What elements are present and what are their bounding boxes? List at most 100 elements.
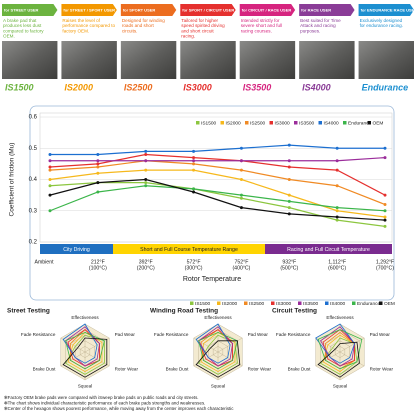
x-tick-sublabel: (400°C) <box>232 265 250 271</box>
product-label: Endurance <box>362 82 409 92</box>
plot-area <box>39 112 393 243</box>
radar-axis-label: Squeal <box>211 383 225 388</box>
data-point <box>383 156 387 160</box>
data-point <box>48 165 52 169</box>
banner-text: for ENDURANCE RACE USER <box>361 8 416 13</box>
legend-swatch <box>318 121 322 125</box>
data-point <box>48 193 52 197</box>
data-point <box>383 193 387 197</box>
data-point <box>144 149 148 153</box>
legend-swatch <box>217 301 221 305</box>
data-point <box>287 193 291 197</box>
footnote: ✻The chart shows individual characterist… <box>4 401 205 406</box>
radar-axis-label: Pad Wear <box>115 332 136 337</box>
data-point <box>239 168 243 172</box>
banner-arrow <box>358 4 414 16</box>
data-point <box>96 162 100 166</box>
product-label: IS3500 <box>243 82 272 92</box>
data-point <box>287 159 291 163</box>
data-point <box>192 168 196 172</box>
data-point <box>144 159 148 163</box>
legend-swatch <box>220 121 224 125</box>
data-point <box>48 159 52 163</box>
banner-text: for SPORT USER <box>123 8 156 13</box>
x-tick-sublabel: (500°C) <box>280 265 298 271</box>
radar-title: Circuit Testing <box>272 308 317 315</box>
data-point <box>48 184 52 188</box>
radar-axis-label: Squeal <box>333 383 347 388</box>
x-tick-sublabel: (200°C) <box>137 265 155 271</box>
data-point <box>192 159 196 163</box>
legend-swatch <box>190 301 194 305</box>
radar-series <box>67 331 103 373</box>
banner-arrow <box>299 4 355 16</box>
band-label: Racing and Full Circuit Temperature <box>287 247 370 253</box>
data-point <box>287 206 291 210</box>
data-point <box>96 181 100 185</box>
series-line <box>49 178 386 221</box>
data-point <box>192 156 196 160</box>
brake-pad-photo <box>358 41 414 79</box>
data-point <box>144 153 148 156</box>
series-line <box>50 157 386 162</box>
data-point <box>335 159 339 163</box>
y-tick-label: 0.6 <box>29 115 38 121</box>
radar-axis <box>193 337 219 353</box>
data-point <box>239 196 243 200</box>
series-line <box>49 160 386 206</box>
data-point <box>96 165 100 169</box>
product-label: IS3000 <box>183 82 212 92</box>
data-point <box>335 184 339 188</box>
series-line <box>49 169 386 218</box>
x-tick-label: 572°F <box>187 259 201 265</box>
footnote: ✻Factory OEM brake pads were compared wi… <box>4 395 199 400</box>
banner-text: for RACE USER <box>301 8 331 13</box>
legend-label: IS3500 <box>299 120 315 126</box>
banner-arrow <box>180 4 236 16</box>
data-point <box>239 159 243 163</box>
radar-axis-label: Rotor Wear <box>370 366 394 371</box>
product-label: IS1500 <box>5 82 34 92</box>
banner-arrow <box>120 4 177 16</box>
product-description: Designed for winding roads and short circu… <box>122 18 165 33</box>
x-tick-label: 752°F <box>234 259 248 265</box>
product-label: IS2000 <box>64 82 93 92</box>
data-point <box>335 209 339 213</box>
y-tick-label: 0.2 <box>29 240 38 246</box>
data-point <box>96 153 100 156</box>
x-tick-label: 392°F <box>139 259 153 265</box>
legend-swatch <box>352 301 356 305</box>
radar-axis-label: Brake Dust <box>33 366 56 371</box>
brake-pad-photo <box>239 41 296 79</box>
series-line <box>49 153 386 196</box>
banner-text: for SPORT / CIRCUIT USER <box>182 8 234 13</box>
series-line <box>50 144 385 156</box>
radar-axis-label: Pad Wear <box>248 332 269 337</box>
legend-swatch <box>379 301 383 305</box>
data-point <box>144 178 148 181</box>
radar-axis-label: Rotor Wear <box>248 366 272 371</box>
x-tick-label: Ambient <box>34 259 54 265</box>
product-description: A brake pad that produces less dust compar… <box>3 18 44 39</box>
legend-swatch <box>367 121 371 125</box>
legend-swatch <box>325 301 329 305</box>
product-label: IS4000 <box>302 82 331 92</box>
temperature-band <box>40 244 113 254</box>
y-tick-label: 0.5 <box>29 146 38 152</box>
radar-series <box>317 329 363 370</box>
product-description: Raises the level of performance compared … <box>62 18 115 33</box>
radar-series <box>317 341 360 378</box>
brake-pad-photo <box>299 41 355 79</box>
legend-swatch <box>271 301 275 305</box>
x-axis-label: Rotor Temperature <box>183 276 241 283</box>
data-point <box>48 153 52 156</box>
banner-arrow <box>239 4 296 16</box>
radar-axis-label: Fade Resistance <box>21 332 56 337</box>
data-point <box>287 199 291 203</box>
product-label: IS2500 <box>124 82 153 92</box>
legend-swatch <box>269 121 273 125</box>
brake-pad-photo <box>180 41 236 79</box>
radar-axis-label: Effectiveness <box>326 315 354 320</box>
radar-axis-label: Brake Dust <box>166 366 189 371</box>
legend-label: IS4000 <box>330 301 346 307</box>
